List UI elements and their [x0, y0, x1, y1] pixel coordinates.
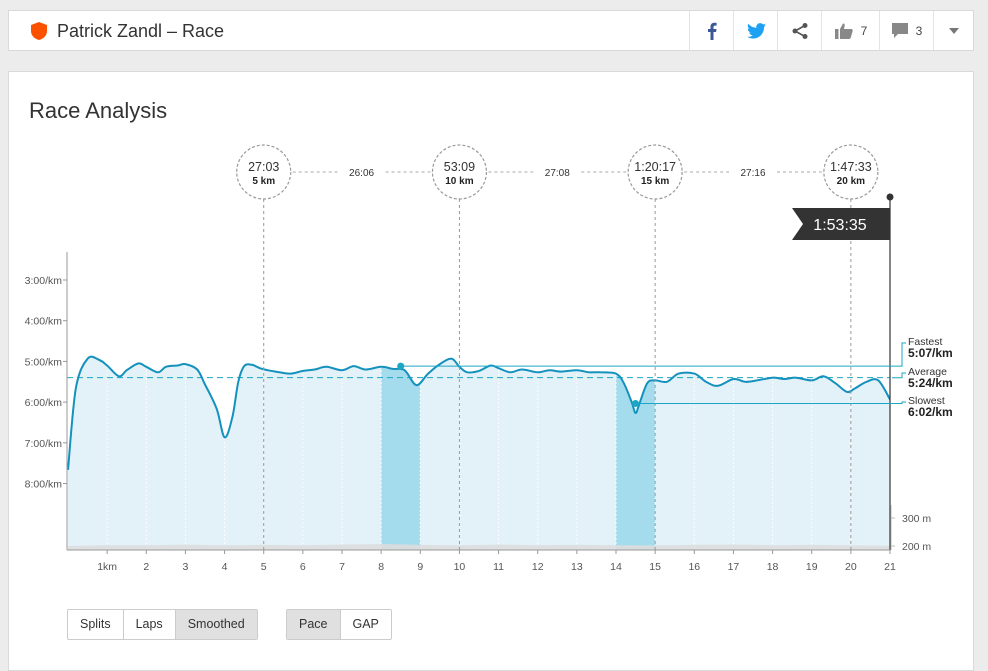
split-distance-15km: 15 km — [641, 176, 669, 187]
elevation-tick-label-2: 300 m — [902, 513, 931, 525]
pace-area-fill — [68, 356, 890, 550]
finish-time: 1:53:35 — [813, 217, 866, 234]
split-elapsed-10km: 53:09 — [444, 160, 475, 174]
split-markers: 27:03 5 km 53:09 10 km 1:20:17 15 km 1:47:33 20… — [236, 144, 894, 550]
x-tick-label-1: 1km — [97, 561, 117, 573]
split-circle-10km — [431, 144, 488, 200]
fastest-label: Fastest — [908, 336, 943, 348]
kudos-button[interactable]: 7 — [821, 11, 880, 50]
x-tick-label-17: 17 — [728, 561, 740, 573]
x-tick-label-14: 14 — [610, 561, 622, 573]
metric-toggle: Pace GAP — [286, 609, 392, 640]
more-menu-button[interactable] — [933, 11, 974, 50]
y-tick-label-1: 3:00/km — [25, 275, 63, 287]
average-label: Average — [908, 366, 947, 378]
share-icon — [792, 22, 808, 39]
facebook-share-button[interactable] — [689, 11, 734, 50]
activity-title: Patrick Zandl – Race — [57, 21, 225, 41]
split-circle-20km — [823, 144, 879, 200]
elevation-profile — [68, 544, 890, 550]
x-tick-label-3: 3 — [183, 561, 189, 573]
elevation-tick-label-1: 200 m — [902, 541, 931, 553]
y-tick-label-4: 6:00/km — [25, 397, 63, 409]
fastest-value: 5:07/km — [908, 346, 953, 360]
slowest-label: Slowest — [908, 395, 945, 407]
comment-count: 3 — [915, 23, 923, 38]
split-distance-10km: 10 km — [445, 176, 473, 187]
plot-area — [67, 238, 890, 550]
split-interval-time-10-15: 27:08 — [545, 168, 570, 179]
finish-flag — [792, 208, 891, 240]
x-tick-label-11: 11 — [493, 561, 504, 573]
y-tick-label-5: 7:00/km — [25, 438, 63, 450]
x-tick-label-2: 2 — [143, 561, 149, 573]
kudos-count: 7 — [860, 23, 868, 38]
y-tick-label-2: 4:00/km — [25, 316, 63, 328]
average-label-connector — [892, 372, 906, 379]
comment-icon — [891, 23, 908, 38]
pace-line — [67, 355, 890, 470]
x-tick-label-18: 18 — [767, 561, 779, 573]
gap-button[interactable]: GAP — [352, 617, 379, 631]
view-mode-toggle: Splits Laps Smoothed — [67, 609, 258, 640]
split-interval-time-15-20: 27:16 — [740, 168, 765, 179]
laps-button[interactable]: Laps — [124, 610, 176, 639]
finish-dot — [886, 193, 894, 201]
split-distance-5km: 5 km — [252, 176, 275, 187]
twitter-icon — [746, 22, 766, 39]
x-tick-label-19: 19 — [806, 561, 818, 573]
twitter-share-button[interactable] — [733, 11, 778, 50]
x-tick-label-12: 12 — [532, 561, 544, 573]
slowest-label-connector — [892, 401, 906, 404]
average-value: 5:24/km — [908, 376, 953, 390]
x-tick-label-5: 5 — [261, 561, 267, 573]
x-tick-label-13: 13 — [571, 561, 583, 573]
thumbs-up-icon — [834, 23, 853, 39]
comments-button[interactable]: 3 — [879, 11, 934, 50]
split-elapsed-15km: 1:20:17 — [634, 160, 676, 174]
card-title: Race Analysis — [29, 98, 168, 123]
x-tick-label-15: 15 — [649, 561, 661, 573]
y-tick-label-3: 5:00/km — [25, 356, 63, 368]
fastest-label-connector — [892, 342, 906, 367]
race-analysis-chart[interactable]: 27:03 5 km 53:09 10 km 1:20:17 15 km 1:47:33 20… — [0, 0, 988, 644]
split-distance-20km: 20 km — [837, 176, 865, 187]
activity-header: Patrick Zandl – Race 7 3 — [8, 10, 974, 51]
split-interval-time-5-10: 26:06 — [349, 168, 374, 179]
y-tick-label-6: 8:00/km — [25, 479, 63, 491]
facebook-icon — [708, 22, 717, 40]
x-tick-label-8: 8 — [378, 561, 384, 573]
highlight-segment-1 — [381, 356, 421, 550]
highlight-segment-2 — [616, 356, 656, 550]
x-tick-label-4: 4 — [222, 561, 228, 573]
smoothed-button[interactable]: Smoothed — [175, 610, 257, 639]
x-tick-label-20: 20 — [845, 561, 857, 573]
x-tick-label-7: 7 — [339, 561, 345, 573]
x-tick-label-16: 16 — [688, 561, 700, 573]
axes: 3:00/km 4:00/km 5:00/km 6:00/km 7:00/km 8:00/… — [25, 252, 931, 573]
fastest-pace-marker — [397, 362, 405, 370]
slowest-pace-marker — [632, 399, 640, 407]
x-tick-label-9: 9 — [417, 561, 423, 573]
x-tick-label-21: 21 — [884, 561, 896, 573]
pace-button[interactable]: Pace — [287, 610, 341, 639]
splits-button[interactable]: Splits — [68, 610, 124, 639]
shield-icon — [31, 22, 47, 40]
split-elapsed-20km: 1:47:33 — [830, 160, 872, 174]
slowest-value: 6:02/km — [908, 405, 953, 419]
split-elapsed-5km: 27:03 — [248, 160, 279, 174]
split-circle-5km — [236, 144, 292, 200]
split-circle-15km — [627, 144, 683, 200]
share-button[interactable] — [777, 11, 822, 50]
chevron-down-icon — [949, 27, 959, 34]
x-tick-label-10: 10 — [454, 561, 466, 573]
x-tick-label-6: 6 — [300, 561, 306, 573]
